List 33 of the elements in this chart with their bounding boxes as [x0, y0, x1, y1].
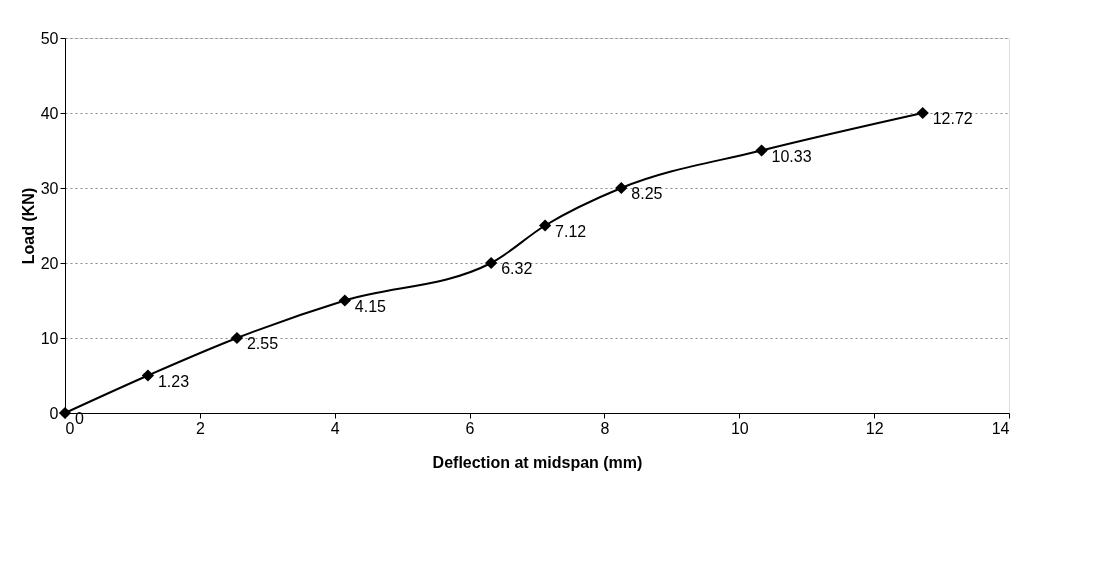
x-tick-label: 0: [65, 419, 75, 437]
x-axis-title: Deflection at midspan (mm): [432, 453, 643, 471]
y-tick-label: 50: [40, 29, 59, 47]
text: 7.12: [555, 222, 587, 240]
text: 12.72: [932, 110, 973, 127]
point: [141, 369, 155, 382]
x-tick-label: 8: [600, 419, 610, 437]
x-tick-label: 12: [865, 419, 884, 437]
text: 1.23: [157, 372, 190, 390]
y-tick-label: 40: [40, 104, 59, 122]
y-tick-label: 0: [49, 404, 59, 422]
x-tick-label: 2: [195, 419, 205, 437]
y-tick-label: 20: [40, 254, 59, 272]
y-tick-label: 30: [40, 179, 59, 197]
point: [230, 331, 244, 345]
point: [58, 406, 72, 420]
y-tick-label: 10: [40, 329, 59, 347]
point: [615, 181, 628, 195]
x-tick-label: 10: [730, 419, 749, 437]
point: [755, 144, 768, 157]
point: [338, 294, 351, 307]
y-axis-title: Load (KN): [19, 187, 37, 265]
text: 4.15: [354, 297, 386, 315]
text: 2.55: [246, 335, 279, 352]
text: 10.33: [771, 147, 812, 165]
text: 6.32: [501, 260, 533, 277]
x-tick-label: 4: [330, 419, 340, 437]
point: [916, 106, 929, 120]
text: 8.25: [631, 185, 663, 202]
x-tick-label: 6: [465, 419, 475, 437]
x-tick-label: 14: [991, 419, 1010, 437]
point: [538, 219, 552, 232]
point: [485, 256, 498, 270]
